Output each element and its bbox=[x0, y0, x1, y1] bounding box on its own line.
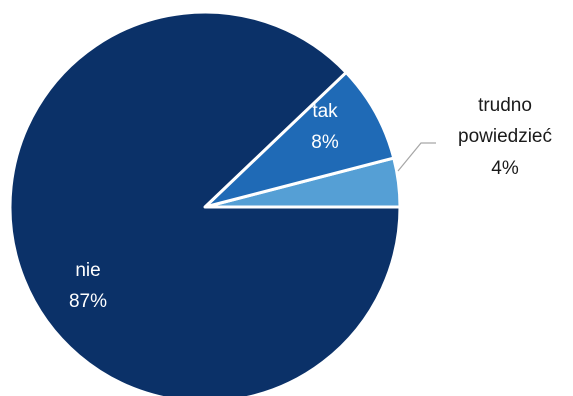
pie-slice-tak bbox=[203, 70, 396, 209]
slice-value-nie: 87% bbox=[69, 291, 107, 312]
slice-value-tak: 8% bbox=[311, 132, 339, 153]
slice-label-nie: nie bbox=[75, 260, 100, 281]
slice-label-tak: tak bbox=[312, 101, 338, 122]
slice-label-trudno-line2: powiedzieć bbox=[458, 126, 552, 147]
pie-slice-nie bbox=[8, 10, 402, 396]
slice-value-trudno: 4% bbox=[491, 158, 519, 179]
leader-line bbox=[397, 142, 436, 172]
pie-slices bbox=[8, 10, 402, 396]
slice-label-trudno-line1: trudno bbox=[478, 95, 532, 116]
